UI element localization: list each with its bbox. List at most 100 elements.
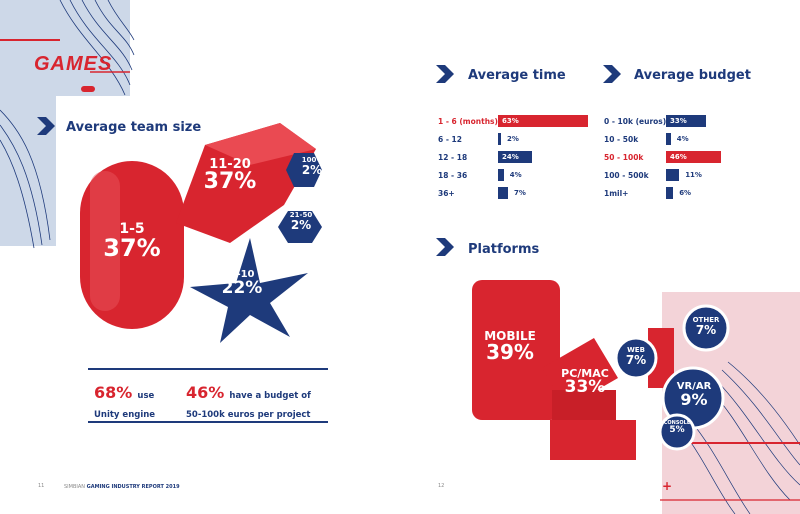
bar-row: 50 - 100k 46% (604, 151, 774, 165)
stat-budget-text-a: have a budget of (229, 391, 311, 401)
bar-label: 50 - 100k (604, 153, 644, 162)
bar-row: 10 - 50k 4% (604, 133, 774, 147)
platform-pct: 7% (625, 353, 647, 367)
platform-pcmac: PC/MAC 33% (554, 368, 616, 396)
platform-pct: 39% (486, 340, 534, 364)
bar-label: 100 - 500k (604, 171, 649, 180)
team-range: 100+ (301, 156, 323, 164)
left-page-number: 11 (38, 483, 45, 489)
plus-icon: + (662, 479, 673, 493)
bar-value: 33% (670, 117, 687, 125)
platform-name: CONSOLE (663, 420, 691, 426)
left-background-panel (0, 0, 130, 96)
hex-100plus (286, 153, 322, 187)
bar-value: 6% (679, 189, 692, 197)
team-pct: 2% (301, 163, 323, 177)
chevron-right-icon (37, 117, 55, 135)
platform-other: OTHER 7% (686, 316, 726, 337)
bar-value: 11% (685, 171, 702, 179)
divider-bottom (88, 421, 328, 423)
bar (666, 169, 680, 181)
gamepad-icon (81, 86, 95, 92)
platform-name: PC/MAC (561, 367, 609, 380)
bar-value: 24% (502, 153, 519, 161)
stat-budget: 46% have a budget of 50-100k euros per p… (186, 383, 311, 421)
bar-label: 10 - 50k (604, 135, 639, 144)
bar-value: 4% (509, 171, 522, 179)
team-size-heading: Average team size (66, 120, 202, 135)
footer-title: GAMING INDUSTRY REPORT 2019 (86, 484, 180, 490)
team-21-50: 21-50 2% (280, 211, 322, 232)
platform-name: WEB (627, 346, 645, 354)
bar-row: 100 - 500k 11% (604, 169, 774, 183)
platform-pct: 9% (680, 390, 708, 409)
bar-label: 12 - 18 (438, 153, 468, 162)
platform-name: OTHER (692, 316, 720, 324)
bar-row: 36+ 7% (438, 187, 608, 201)
platforms-heading: Platforms (468, 242, 540, 257)
stat-budget-text-b: 50-100k euros per project (186, 410, 311, 420)
platform-console: CONSOLE 5% (659, 421, 695, 435)
team-range: 1-5 (119, 221, 145, 237)
team-range: 21-50 (289, 211, 313, 219)
team-pct: 37% (103, 234, 161, 262)
left-footer: SIMBIAN GAMING INDUSTRY REPORT 2019 (64, 484, 180, 490)
chevron-right-icon (436, 238, 454, 256)
bar-row: 1 - 6 (months) 63% (438, 115, 608, 129)
stat-unity-text-b: Unity engine (94, 410, 156, 420)
hex-21-50 (278, 211, 322, 243)
platform-mobile: MOBILE 39% (475, 330, 545, 362)
console-sphere (658, 413, 696, 451)
bar (498, 169, 504, 181)
bar (498, 187, 508, 199)
chevron-right-icon (436, 65, 454, 83)
bar-value: 7% (514, 189, 526, 197)
bar (498, 133, 501, 145)
bar-label: 18 - 36 (438, 171, 468, 180)
stat-budget-pct: 46% (186, 383, 225, 402)
platforms-illustration (472, 280, 800, 514)
team-1-5: 1-5 37% (92, 222, 172, 260)
platform-pct: 33% (564, 377, 606, 397)
bar-value: 2% (507, 135, 519, 143)
team-pct: 22% (221, 278, 263, 298)
bar-value: 63% (502, 117, 519, 125)
stat-unity-pct: 68% (94, 383, 133, 402)
average-budget-heading: Average budget (634, 68, 751, 83)
bar (666, 115, 706, 127)
team-pct: 37% (203, 169, 257, 194)
bar (666, 151, 722, 163)
bar (498, 151, 533, 163)
bar-label: 6 - 12 (438, 135, 462, 144)
platform-pct: 7% (695, 323, 717, 337)
team-range: 6-10 (229, 269, 255, 280)
team-11-20: 11-20 37% (195, 158, 265, 193)
bar-row: 1mil+ 6% (604, 187, 774, 201)
platform-pct: 5% (669, 425, 685, 435)
platform-web: WEB 7% (618, 346, 654, 367)
right-page-number: 12 (438, 483, 445, 489)
web-sphere (614, 336, 658, 380)
bar-row: 12 - 18 24% (438, 151, 608, 165)
team-100plus: 100+ 2% (290, 156, 334, 177)
average-time-heading: Average time (468, 68, 566, 83)
bar-value: 46% (670, 153, 687, 161)
team-size-illustration (80, 123, 322, 343)
bar-label: 1mil+ (604, 189, 629, 198)
bar-label: 1 - 6 (months) (438, 117, 498, 126)
team-6-10: 6-10 22% (212, 270, 272, 297)
bar (666, 133, 671, 145)
games-logo: GAMES (34, 53, 113, 75)
other-sphere (682, 304, 730, 352)
team-range: 11-20 (209, 157, 251, 172)
platform-name: MOBILE (484, 329, 536, 343)
stat-unity-text-a: use (137, 391, 155, 401)
bar-row: 18 - 36 4% (438, 169, 608, 183)
contour-lines-decoration (0, 0, 135, 249)
star-shape (190, 238, 308, 343)
bar-value: 4% (676, 135, 689, 143)
platform-name: VR/AR (676, 381, 712, 392)
bar-row: 0 - 10k (euros) 33% (604, 115, 774, 129)
bar (666, 187, 674, 199)
bar-label: 36+ (438, 189, 455, 198)
